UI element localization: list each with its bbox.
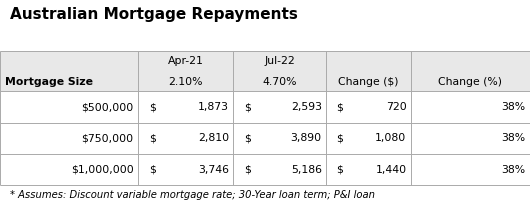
Text: 1,080: 1,080	[375, 133, 407, 143]
Text: 38%: 38%	[501, 102, 526, 112]
Text: Change (%): Change (%)	[438, 77, 502, 87]
Text: $: $	[244, 133, 251, 143]
Text: 2,810: 2,810	[198, 133, 229, 143]
Text: $: $	[336, 133, 343, 143]
Text: 38%: 38%	[501, 165, 526, 175]
Text: Mortgage Size: Mortgage Size	[5, 77, 93, 87]
Text: 4.70%: 4.70%	[262, 77, 297, 87]
Text: Jul-22: Jul-22	[264, 56, 295, 66]
Text: $750,000: $750,000	[82, 133, 134, 143]
Text: Australian Mortgage Repayments: Australian Mortgage Repayments	[10, 7, 297, 22]
Text: $: $	[336, 165, 343, 175]
Bar	[0, 91, 530, 123]
Text: $: $	[336, 102, 343, 112]
Text: $: $	[149, 165, 156, 175]
Text: 1,440: 1,440	[375, 165, 407, 175]
Text: 720: 720	[386, 102, 407, 112]
Text: 3,746: 3,746	[198, 165, 229, 175]
Text: 38%: 38%	[501, 133, 526, 143]
Text: Change ($): Change ($)	[338, 77, 399, 87]
Text: 2,593: 2,593	[291, 102, 322, 112]
Text: $: $	[149, 102, 156, 112]
Text: $: $	[244, 165, 251, 175]
Bar	[0, 51, 530, 91]
Text: 2.10%: 2.10%	[168, 77, 203, 87]
Text: 3,890: 3,890	[290, 133, 322, 143]
Text: $: $	[244, 102, 251, 112]
Text: $500,000: $500,000	[81, 102, 134, 112]
Text: $1,000,000: $1,000,000	[71, 165, 134, 175]
Text: 5,186: 5,186	[291, 165, 322, 175]
Text: $: $	[149, 133, 156, 143]
Text: * Assumes: Discount variable mortgage rate; 30-Year loan term; P&I loan: * Assumes: Discount variable mortgage ra…	[10, 190, 375, 200]
Bar	[0, 154, 530, 185]
Text: Apr-21: Apr-21	[167, 56, 204, 66]
Text: 1,873: 1,873	[198, 102, 229, 112]
Bar	[0, 123, 530, 154]
